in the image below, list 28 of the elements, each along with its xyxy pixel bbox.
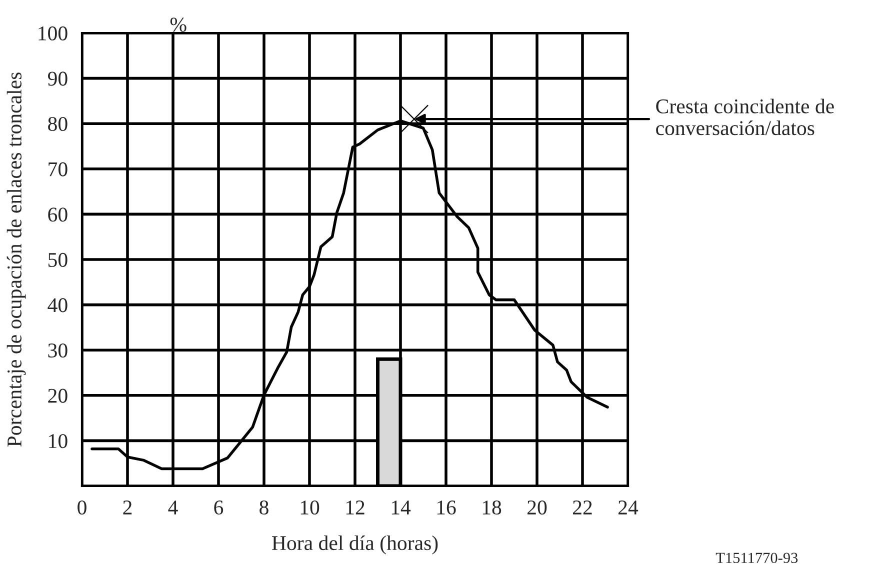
- x-tick-label: 0: [78, 500, 86, 515]
- x-tick-label: 6: [214, 500, 224, 515]
- x-tick-label: 18: [482, 500, 502, 515]
- y-tick-label: 40: [48, 298, 68, 312]
- x-tick-label: 24: [618, 500, 638, 514]
- text: T1511770-93: [716, 552, 798, 564]
- y-tick-label: 50: [48, 252, 68, 267]
- x-tick-label: 20: [528, 500, 547, 515]
- x-tick-label: 22: [573, 500, 592, 514]
- x-tick-label: 8: [260, 500, 268, 515]
- y-tick-label: 10: [49, 434, 68, 448]
- x-tick-label: 4: [168, 500, 178, 514]
- y-tick-label: 80: [48, 116, 68, 132]
- x-tick-label: 14: [392, 500, 411, 514]
- x-tick-label: 16: [437, 500, 456, 515]
- y-tick-label: 30: [48, 343, 68, 358]
- x-tick-label: 12: [346, 500, 364, 514]
- y-tick-label: 20: [48, 388, 68, 403]
- y-tick-label: 100: [38, 26, 68, 40]
- x-tick-label: 2: [123, 500, 132, 514]
- x-axis-title: Hora del día (horas): [272, 535, 438, 554]
- y-tick-label: 70: [48, 162, 68, 176]
- x-tick-label: 10: [300, 500, 320, 515]
- annotation: Cresta coincidente de conversación/datos: [656, 98, 834, 136]
- y-axis-title: Porcentaje de ocupación de enlaces troncales: [6, 72, 26, 447]
- y-tick-label: 60: [48, 208, 68, 222]
- y-tick-label: 90: [48, 72, 68, 86]
- text: %: [170, 18, 186, 32]
